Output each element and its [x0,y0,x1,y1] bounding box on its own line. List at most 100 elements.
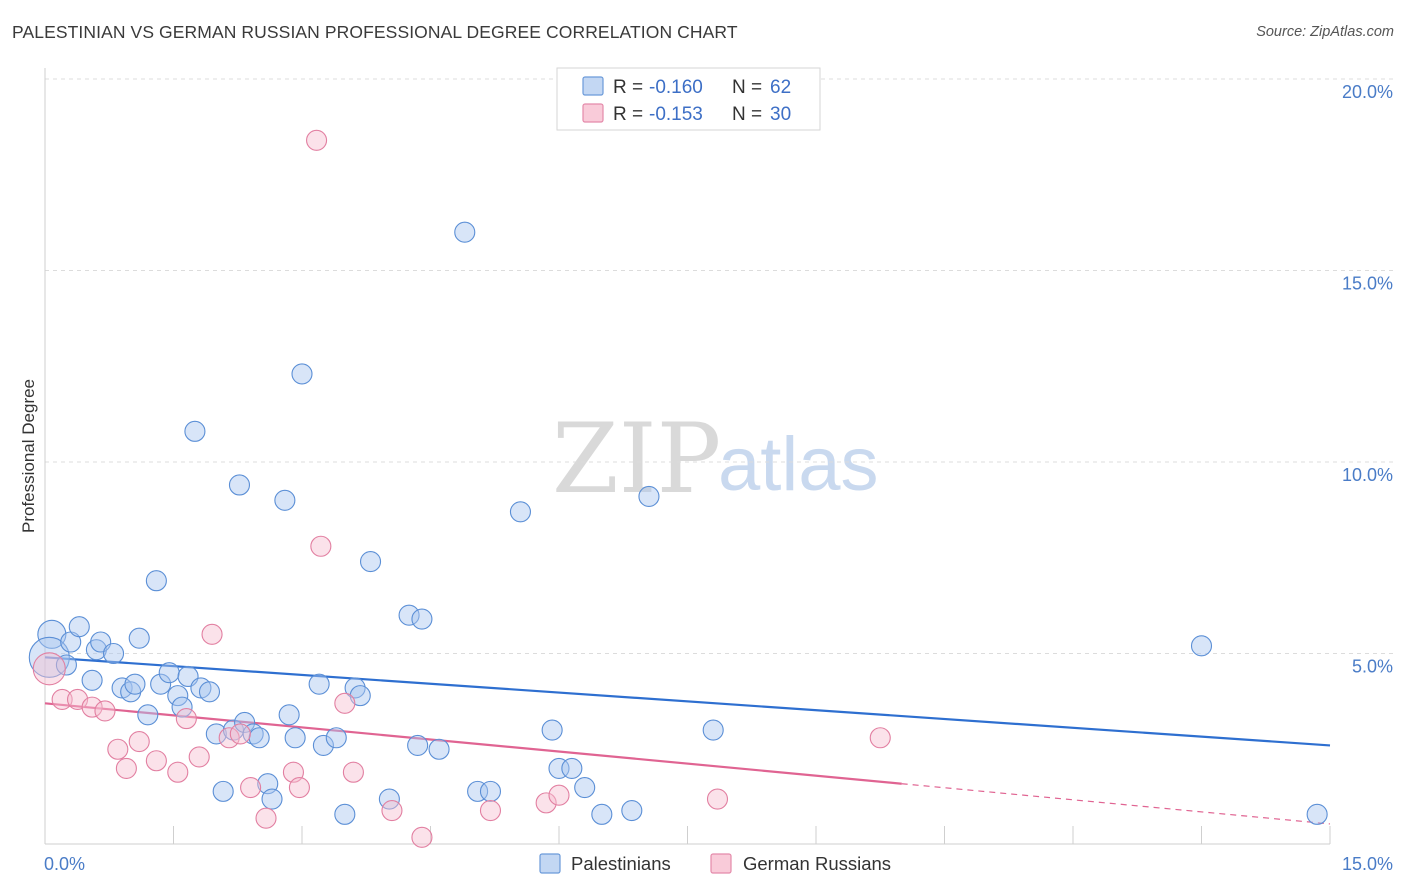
point-palestinians-22 [198,681,221,703]
watermark-atlas: atlas [718,422,879,507]
point-palestinians-4 [68,616,90,638]
point-palestinians-27 [234,711,256,733]
point-palestinians-61 [1306,803,1328,825]
source-label: Source: ZipAtlas.com [1256,24,1394,40]
point-palestinians-37 [312,734,334,756]
gridlines [45,78,1395,654]
x-tick-label-1: 15.0% [1342,854,1393,874]
series-legend-swatch-german-russians [710,853,732,874]
point-german-russians-24 [411,826,433,848]
point-palestinians-51 [509,501,532,523]
legend-r-label-2: R = [613,104,643,125]
point-palestinians-54 [561,757,583,779]
point-palestinians-58 [638,485,660,508]
x-tick-labels: 0.0% 15.0% [44,854,1393,874]
series-legend-palestinians: Palestinians [571,853,671,874]
point-german-russians-15 [240,776,262,799]
point-palestinians-15 [150,673,172,695]
point-palestinians-12 [128,627,150,649]
point-german-russians-10 [175,708,197,730]
point-palestinians-46 [407,734,429,756]
point-palestinians-42 [359,551,382,573]
x-tick-label-0: 0.0% [44,854,85,874]
point-palestinians-39 [334,803,356,825]
point-german-russians-18 [288,776,310,799]
legend-r-value-1: -0.160 [649,77,703,98]
point-palestinians-50 [479,780,502,802]
stats-legend: R = -0.160 N = 62 R = -0.153 N = 30 [556,67,821,131]
point-german-russians-11 [188,746,210,768]
point-palestinians-34 [284,727,306,749]
point-palestinians-36 [308,673,330,695]
point-german-russians-21 [334,692,356,714]
point-palestinians-55 [574,776,596,799]
point-german-russians-23 [381,799,403,822]
point-german-russians-5 [107,738,129,760]
point-german-russians-27 [548,784,570,806]
trend-line-german-russians [44,702,902,785]
watermark-zip: ZIP [552,403,721,515]
legend-n-label-1: N = [732,77,762,98]
point-palestinians-28 [242,723,264,745]
point-german-russians-29 [869,727,891,749]
point-palestinians-48 [454,221,476,243]
point-german-russians-4 [94,700,116,722]
point-palestinians-60 [1190,635,1213,657]
point-palestinians-17 [167,685,189,707]
point-palestinians-13 [137,704,159,726]
point-palestinians-20 [184,420,206,442]
trend-line-palestinians [44,656,1331,747]
legend-r-label-1: R = [613,77,643,98]
chart-title: PALESTINIAN VS GERMAN RUSSIAN PROFESSION… [12,22,738,42]
point-palestinians-57 [621,799,643,822]
point-german-russians-14 [229,723,251,745]
point-palestinians-41 [349,685,371,707]
point-palestinians-14 [145,570,167,592]
legend-n-value-1: 62 [770,77,791,98]
point-german-russians-16 [255,807,277,829]
point-german-russians-9 [167,761,189,783]
point-palestinians-52 [541,719,563,741]
point-palestinians-23 [205,723,227,745]
point-german-russians-6 [115,757,137,779]
y-tick-label-0: 5.0% [1352,657,1393,677]
legend-swatch-german-russians [582,103,604,123]
legend-r-value-2: -0.153 [649,104,703,125]
point-palestinians-24 [212,780,234,802]
point-palestinians-45 [411,608,433,630]
trend-line-german-russians-extension [901,783,1331,825]
point-palestinians-1 [28,636,70,678]
point-palestinians-31 [261,788,283,810]
point-palestinians-2 [55,654,77,676]
legend-swatch-palestinians [582,76,604,96]
point-palestinians-33 [278,704,300,726]
point-palestinians-49 [467,780,489,802]
point-german-russians-25 [479,799,502,822]
point-palestinians-47 [428,738,450,760]
y-axis-label: Professional Degree [19,379,38,533]
axes [44,68,1331,845]
point-palestinians-5 [81,669,103,691]
point-german-russians-8 [145,750,167,772]
point-german-russians-19 [306,129,328,151]
point-palestinians-8 [102,642,125,665]
series-legend: Palestinians German Russians [539,853,891,874]
point-german-russians-7 [128,731,150,753]
point-palestinians-59 [702,719,724,741]
point-palestinians-16 [158,662,180,684]
point-palestinians-29 [248,727,270,749]
point-palestinians-44 [398,604,420,626]
point-german-russians-26 [535,792,557,814]
data-points [28,129,1328,848]
point-palestinians-56 [591,803,613,825]
series-legend-swatch-palestinians [539,853,561,874]
point-palestinians-53 [548,757,570,779]
y-tick-label-3: 20.0% [1342,82,1393,102]
point-palestinians-11 [124,673,146,695]
point-palestinians-0 [37,619,67,649]
point-german-russians-13 [218,727,240,749]
point-german-russians-1 [51,688,73,711]
point-german-russians-22 [342,761,364,783]
point-palestinians-26 [228,474,251,496]
